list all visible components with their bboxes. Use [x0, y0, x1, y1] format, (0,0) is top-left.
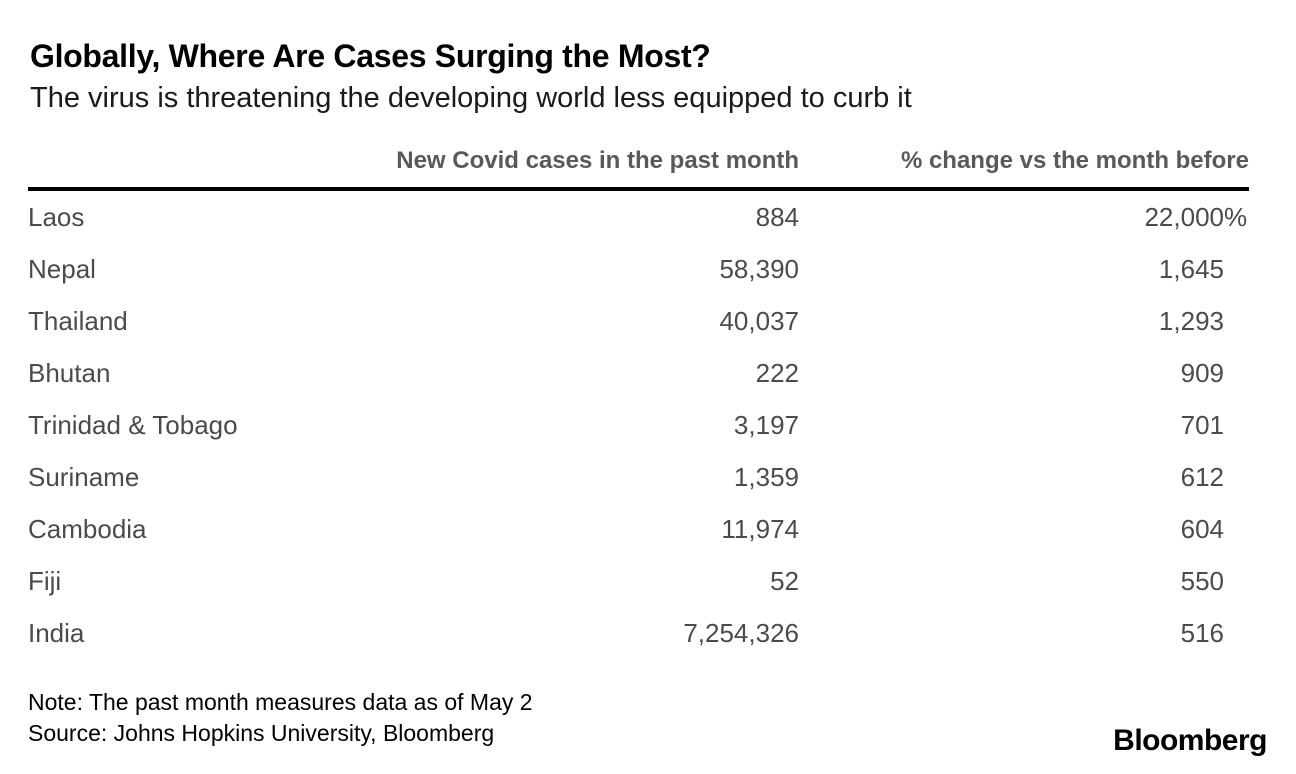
cases-cell: 3,197	[733, 409, 799, 440]
table-row: Fiji 52 550	[28, 555, 1249, 607]
change-cell: 550	[799, 566, 1249, 597]
table-row: Bhutan 222 909	[28, 347, 1249, 399]
country-cell: Trinidad & Tobago	[28, 409, 238, 440]
cases-cell: 11,974	[721, 513, 799, 544]
cases-cell: 7,254,326	[683, 617, 799, 648]
change-cell: 1,645	[799, 254, 1249, 285]
table-row: Cambodia 11,974 604	[28, 503, 1249, 555]
change-value: 604	[1180, 513, 1224, 544]
country-cell: Suriname	[28, 461, 140, 492]
header-rule	[28, 187, 1249, 191]
change-value: 550	[1180, 565, 1224, 596]
footnotes: Note: The past month measures data as of…	[28, 687, 1249, 749]
change-cell: 1,293	[799, 306, 1249, 337]
table-body: Laos 884 22,000% Nepal 58,390 1,645 Thailand 40…	[28, 191, 1249, 659]
country-cell: Thailand	[28, 305, 128, 336]
change-value: 1,645	[1158, 253, 1224, 284]
change-cell: 516	[799, 618, 1249, 649]
country-cell: India	[28, 617, 85, 648]
column-header-cases: New Covid cases in the past month	[396, 147, 799, 174]
percent-suffix: %	[1224, 201, 1248, 232]
change-value: 22,000	[1144, 201, 1224, 232]
country-cell: Nepal	[28, 253, 96, 284]
table-row: Suriname 1,359 612	[28, 451, 1249, 503]
country-cell: Bhutan	[28, 357, 111, 388]
chart-title: Globally, Where Are Cases Surging the Mo…	[30, 38, 711, 74]
note-text: Note: The past month measures data as of…	[28, 689, 533, 715]
change-value: 1,293	[1158, 305, 1224, 336]
country-cell: Fiji	[28, 565, 62, 596]
cases-cell: 40,037	[719, 305, 799, 336]
table-row: Laos 884 22,000%	[28, 191, 1249, 243]
country-cell: Cambodia	[28, 513, 147, 544]
table-row: Trinidad & Tobago 3,197 701	[28, 399, 1249, 451]
table-row: India 7,254,326 516	[28, 607, 1249, 659]
cases-cell: 222	[755, 357, 799, 388]
change-cell: 22,000%	[799, 202, 1249, 233]
change-value: 612	[1180, 461, 1224, 492]
bloomberg-logo: Bloomberg	[1113, 724, 1267, 757]
change-value: 701	[1180, 409, 1224, 440]
cases-cell: 52	[770, 565, 799, 596]
change-cell: 612	[799, 462, 1249, 493]
table-header-row: New Covid cases in the past month % chan…	[28, 147, 1249, 175]
table-row: Nepal 58,390 1,645	[28, 243, 1249, 295]
cases-cell: 884	[755, 201, 799, 232]
change-cell: 604	[799, 514, 1249, 545]
country-cell: Laos	[28, 201, 85, 232]
column-header-change: % change vs the month before	[900, 147, 1249, 174]
chart-subtitle: The virus is threatening the developing …	[30, 82, 912, 114]
change-cell: 909	[799, 358, 1249, 389]
cases-cell: 58,390	[719, 253, 799, 284]
change-value: 516	[1180, 617, 1224, 648]
change-value: 909	[1180, 357, 1224, 388]
source-text: Source: Johns Hopkins University, Bloomb…	[28, 720, 495, 746]
table-row: Thailand 40,037 1,293	[28, 295, 1249, 347]
change-cell: 701	[799, 410, 1249, 441]
cases-cell: 1,359	[733, 461, 799, 492]
